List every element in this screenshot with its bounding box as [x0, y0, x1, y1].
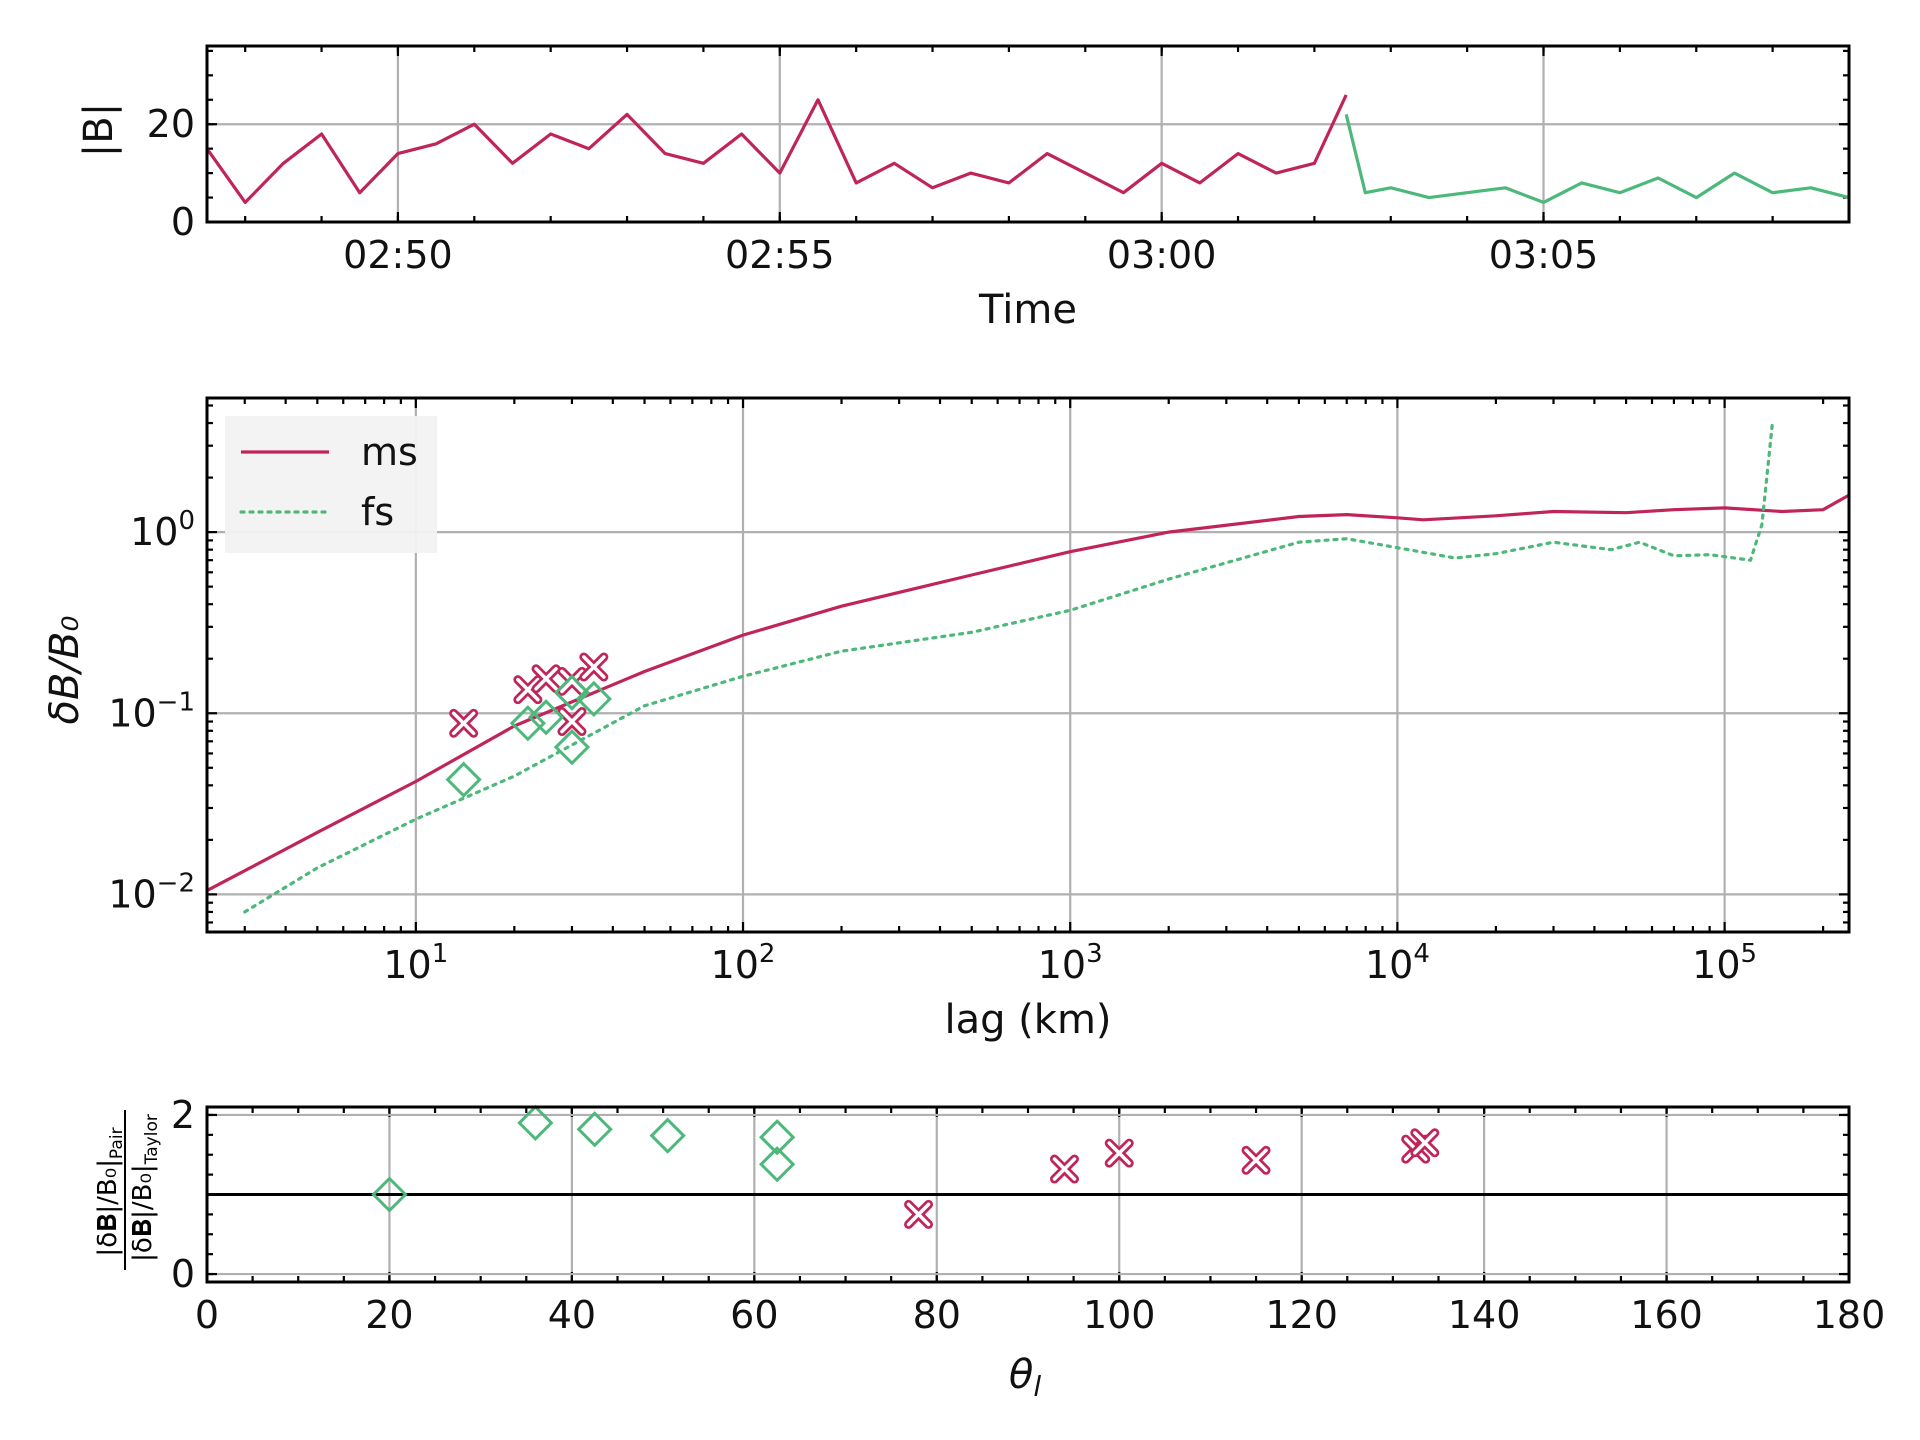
time-series-panel: |B| Time 02:50 02:55 03:00 03:05 0 20: [76, 44, 1851, 333]
x-marker-inner: [582, 655, 606, 679]
x-marker-inner: [560, 669, 584, 694]
x-tick-label: 60: [730, 1293, 778, 1337]
bot-ylabel-den: |δ𝐁|/B₀|Taylor: [128, 1114, 162, 1262]
top-xlabel: Time: [978, 287, 1077, 333]
x-tick-label: 160: [1630, 1293, 1703, 1337]
diamond-marker: [649, 1117, 686, 1154]
x-marker-inner: [516, 677, 540, 702]
diamond-marker: [575, 680, 612, 718]
x-tick-label: 100: [1083, 1293, 1156, 1337]
ratio-panel: |δ𝐁|/B₀|Pair |δ𝐁|/B₀|Taylor θl 0 20 40 60 80…: [93, 1093, 1885, 1403]
y-tick-label: 20: [147, 102, 195, 146]
mid-plot-frame: [205, 396, 1851, 934]
legend-label-fs: fs: [361, 490, 394, 534]
legend-label-ms: ms: [361, 430, 418, 474]
x-marker: [1410, 1128, 1440, 1158]
diamond-marker: [759, 1119, 796, 1156]
x-tick-label: 105: [1692, 939, 1757, 987]
legend-box: [225, 416, 437, 553]
x-marker: [904, 1199, 934, 1229]
x-tick-label: 20: [365, 1293, 413, 1337]
x-marker-inner: [1413, 1131, 1437, 1155]
diamond-marker: [371, 1176, 408, 1213]
x-marker: [557, 666, 587, 696]
top-plot-frame: [205, 44, 1851, 224]
x-marker: [513, 675, 543, 705]
x-tick-label: 180: [1813, 1293, 1886, 1337]
x-marker: [1104, 1138, 1134, 1168]
bot-plot-frame: [205, 1105, 1851, 1284]
x-tick-label: 101: [383, 939, 448, 987]
y-tick-label: 2: [171, 1093, 195, 1137]
bot-ylabel: |δ𝐁|/B₀|Pair |δ𝐁|/B₀|Taylor: [93, 1110, 162, 1270]
diamond-marker: [759, 1146, 796, 1183]
x-marker-inner: [560, 709, 584, 734]
y-tick-label: 0: [171, 200, 195, 244]
x-tick-label: 120: [1265, 1293, 1338, 1337]
x-tick-label: 03:00: [1107, 233, 1217, 277]
mid-ylabel: δB/B₀: [42, 616, 88, 725]
legend: ms fs: [225, 416, 437, 553]
y-tick-label: 10−2: [108, 868, 195, 916]
x-marker: [449, 708, 479, 738]
x-tick-label: 02:55: [725, 233, 835, 277]
x-marker: [579, 652, 609, 682]
diamond-marker: [509, 705, 546, 742]
series-line-fs: [243, 421, 1775, 914]
y-tick-label: 10−1: [108, 687, 195, 735]
x-marker: [1241, 1145, 1271, 1175]
bot-xlabel: θl: [1009, 1352, 1041, 1403]
series-line-ms: [206, 493, 1850, 893]
y-tick-label: 100: [130, 506, 195, 554]
x-marker-inner: [1107, 1141, 1131, 1165]
diamond-marker: [527, 699, 565, 736]
series-line-ms: [205, 94, 1348, 204]
x-marker: [531, 664, 561, 694]
x-tick-label: 02:50: [343, 233, 453, 277]
x-marker-inner: [534, 667, 558, 691]
diamond-marker: [553, 674, 591, 711]
x-marker-inner: [1244, 1148, 1268, 1173]
x-marker-inner: [906, 1202, 931, 1227]
diamond-marker: [576, 1111, 613, 1148]
mid-xlabel: lag (km): [944, 997, 1111, 1043]
series-line-fs: [1344, 114, 1850, 204]
x-marker: [1049, 1154, 1079, 1184]
top-ylabel: |B|: [76, 103, 122, 157]
diamond-marker: [553, 729, 591, 766]
x-marker-inner: [451, 711, 476, 736]
x-tick-label: 40: [548, 1293, 596, 1337]
diamond-marker: [517, 1104, 554, 1142]
y-tick-label: 0: [171, 1252, 195, 1296]
x-tick-label: 103: [1038, 939, 1103, 987]
diamond-marker: [445, 761, 482, 798]
x-marker-inner: [1052, 1157, 1077, 1181]
x-tick-label: 140: [1448, 1293, 1521, 1337]
x-marker: [557, 707, 587, 737]
x-tick-label: 03:05: [1489, 233, 1599, 277]
bot-ylabel-num: |δ𝐁|/B₀|Pair: [93, 1127, 127, 1256]
x-tick-label: 0: [195, 1293, 219, 1337]
x-tick-label: 80: [913, 1293, 961, 1337]
x-tick-label: 104: [1365, 939, 1430, 987]
x-tick-label: 102: [711, 939, 776, 987]
structure-function-panel: δB/B₀ lag (km) 101 102 103 104 105 10−2 10−1 10…: [42, 396, 1851, 1043]
